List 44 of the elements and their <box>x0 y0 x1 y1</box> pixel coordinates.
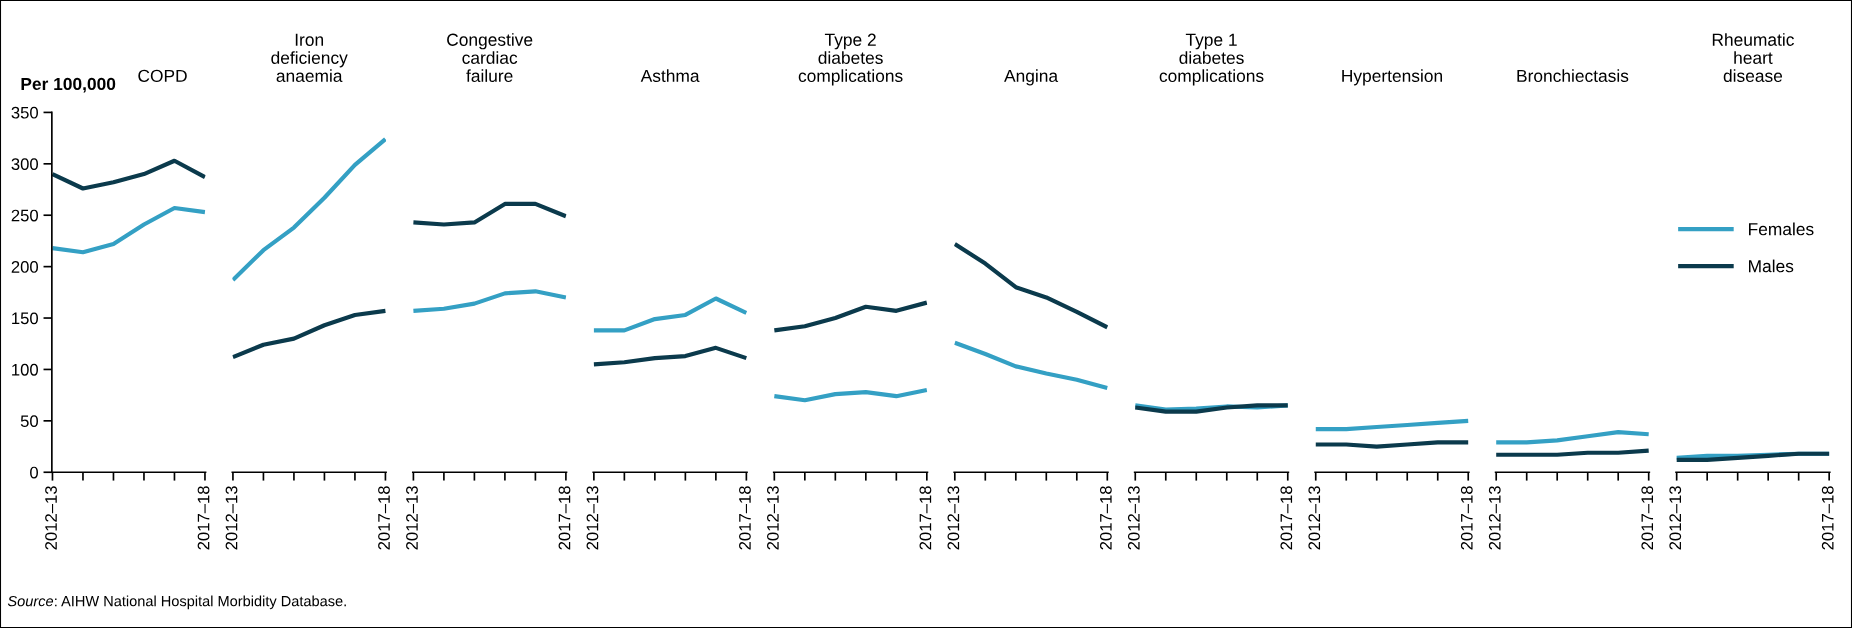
x-tick-label: 2012–13 <box>586 486 599 550</box>
legend-label: Males <box>1749 259 1794 273</box>
y-axis-title: Per 100,000 <box>21 77 116 93</box>
x-tick-label: 2012–13 <box>1669 486 1682 550</box>
x-tick-label: 2012–13 <box>767 486 779 550</box>
x-tick-label: 2017–18 <box>197 486 210 550</box>
x-tick-label: 2017–18 <box>1641 486 1654 550</box>
x-tick-label: 2017–18 <box>919 486 932 550</box>
chart-title: Type 2 diabetes complications <box>798 33 903 86</box>
x-tick-label: 2017–18 <box>1821 486 1834 550</box>
chart-title: Congestive cardiac failure <box>447 33 533 83</box>
chart-title: Rheumatic heart disease <box>1712 33 1794 83</box>
x-tick-label: 2012–13 <box>1127 486 1140 550</box>
y-tick-label: 50 <box>20 415 39 428</box>
x-tick-label: 2017–18 <box>378 486 390 550</box>
legend-label: Females <box>1749 222 1814 236</box>
x-tick-label: 2012–13 <box>406 486 418 550</box>
y-tick-label: 200 <box>11 261 39 273</box>
x-tick-label: 2017–18 <box>739 486 751 550</box>
chart-title: Bronchiectasis <box>1517 69 1629 83</box>
chart-title: Hypertension <box>1342 69 1443 86</box>
y-tick-label: 350 <box>11 106 39 119</box>
chart-title: Angina <box>1004 69 1059 86</box>
y-tick-label: 0 <box>30 466 39 479</box>
line-series <box>51 158 206 191</box>
source-note: Source: AIHW National Hospital Morbidity Database. <box>7 595 346 610</box>
x-tick-label: 2012–13 <box>225 486 238 550</box>
x-tick-label: 2017–18 <box>558 486 571 550</box>
chart-title: COPD <box>138 69 187 83</box>
x-tick-label: 2017–18 <box>1280 486 1293 550</box>
y-tick-label: 100 <box>12 363 39 376</box>
line-series <box>51 205 206 255</box>
chart-title: Type 1 diabetes complications <box>1159 33 1264 86</box>
chart-title: Iron deficiency anaemia <box>271 33 348 83</box>
y-tick-label: 250 <box>11 209 39 222</box>
x-tick-label: 2012–13 <box>45 486 57 550</box>
x-tick-label: 2017–18 <box>1099 486 1112 550</box>
x-tick-label: 2017–18 <box>1460 486 1473 550</box>
x-tick-label: 2012–13 <box>1488 486 1501 550</box>
y-tick-label: 150 <box>12 312 39 325</box>
chart-title: Asthma <box>640 69 700 83</box>
x-tick-label: 2012–13 <box>1308 486 1321 550</box>
x-tick-label: 2012–13 <box>947 486 960 550</box>
y-tick-label: 300 <box>11 158 39 171</box>
